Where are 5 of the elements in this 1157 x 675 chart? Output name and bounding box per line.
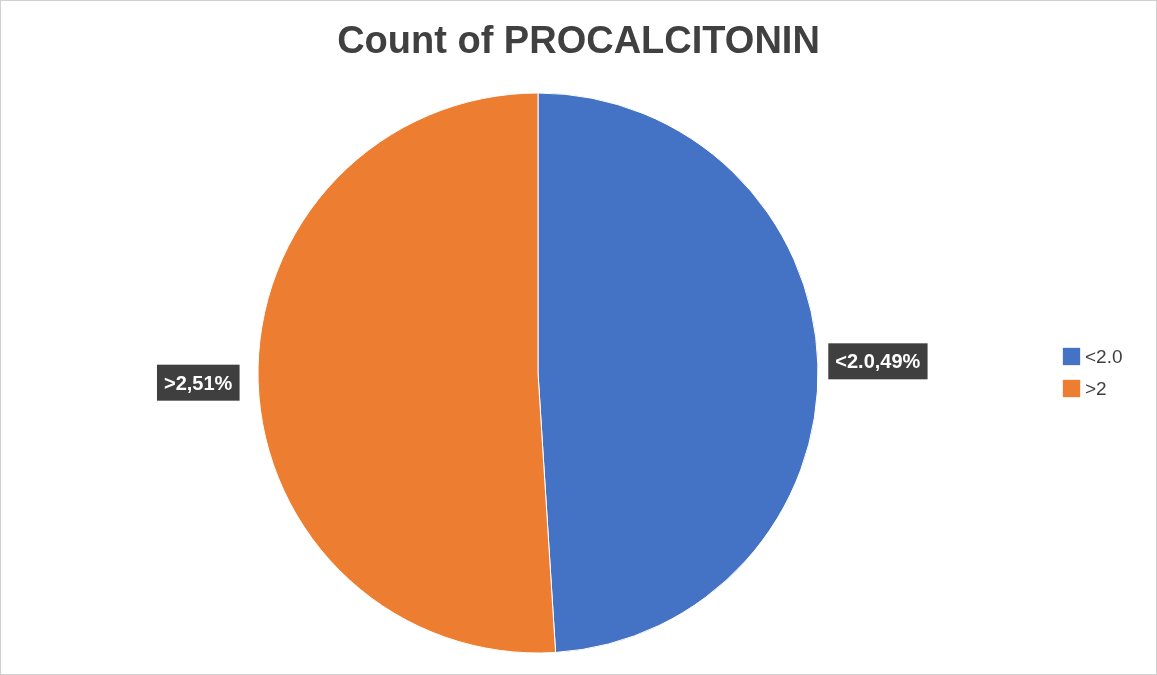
data-label: >2,51% <box>163 371 233 394</box>
data-label: <2.0,49% <box>835 350 921 373</box>
legend-label: >2 <box>1085 377 1107 399</box>
legend-label: <2.0 <box>1085 345 1123 367</box>
chart-title: Count of PROCALCITONIN <box>337 19 820 61</box>
